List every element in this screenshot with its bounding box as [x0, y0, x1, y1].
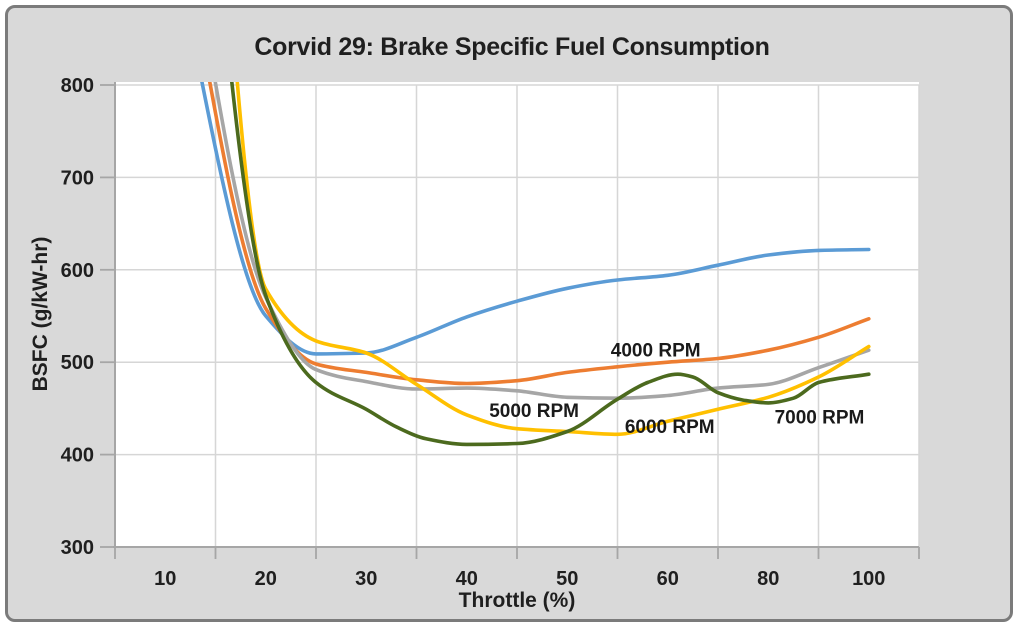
y-axis-title: BSFC (g/kW-hr)	[29, 236, 52, 392]
series-label-6000-rpm: 6000 RPM	[625, 417, 715, 438]
y-tick-label: 500	[61, 352, 94, 374]
x-tick-label: 10	[154, 568, 176, 590]
series-label-4000-rpm: 4000 RPM	[611, 340, 701, 361]
x-tick-label: 40	[456, 568, 478, 590]
x-axis-title: Throttle (%)	[458, 589, 576, 612]
x-tick-label: 50	[556, 568, 578, 590]
series-label-5000-rpm: 5000 RPM	[489, 401, 579, 422]
x-tick-label: 20	[255, 568, 277, 590]
chart-title: Corvid 29: Brake Specific Fuel Consumpti…	[254, 33, 770, 61]
y-tick-label: 300	[61, 537, 94, 559]
x-tick-label: 30	[355, 568, 377, 590]
y-tick-label: 600	[61, 260, 94, 282]
x-tick-label: 60	[657, 568, 679, 590]
x-tick-label: 100	[852, 568, 885, 590]
y-tick-label: 700	[61, 167, 94, 189]
series-line-7000rpm	[230, 82, 871, 447]
series-label-7000-rpm: 7000 RPM	[775, 408, 865, 429]
y-tick-label: 400	[61, 445, 94, 467]
y-tick-label: 800	[61, 75, 94, 97]
series-line-4000rpm	[207, 82, 871, 386]
x-tick-label: 80	[757, 568, 779, 590]
series-line-6000rpm	[235, 82, 871, 437]
series-line-blue-unlabeled	[200, 82, 871, 356]
